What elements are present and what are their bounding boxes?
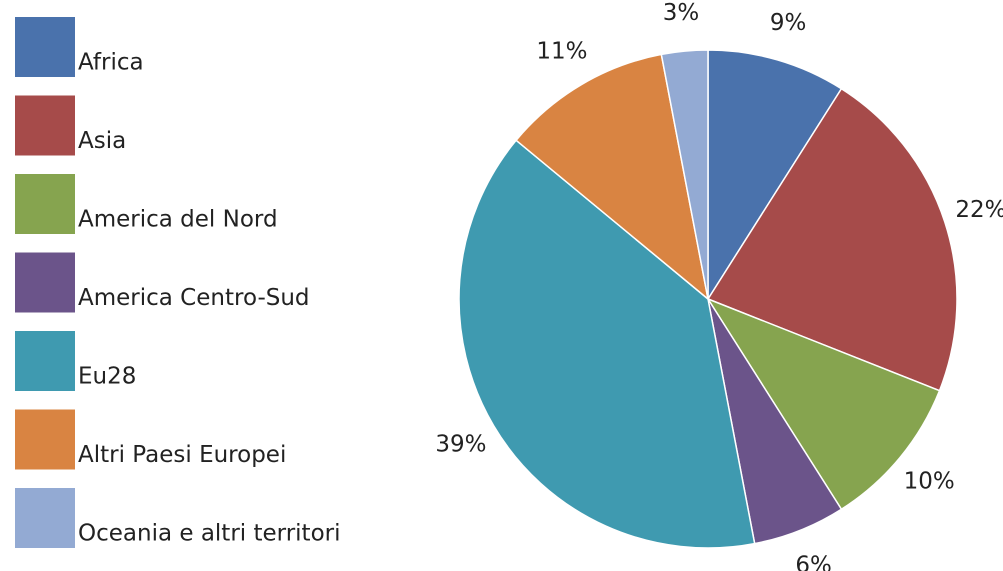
legend-swatch [15,488,75,548]
legend-label: America Centro-Sud [78,285,310,311]
pie-slice [660,49,709,300]
legend-swatch [15,17,75,77]
legend-label: Africa [78,50,144,76]
slice-label: 11% [536,38,587,64]
legend-label: Oceania e altri territori [78,521,341,547]
pie-slice [706,87,958,392]
legend-swatch [15,252,75,313]
pie-slice [515,53,710,301]
slice-label: 22% [955,197,1003,223]
legend-swatch [15,95,75,156]
pie-slice [706,297,941,511]
legend-label: Eu28 [78,364,136,390]
slice-label: 10% [904,468,955,494]
legend-label: Asia [78,128,126,154]
legend-swatch [15,409,75,470]
slice-label: 39% [435,432,486,458]
legend-label: Altri Paesi Europei [78,442,286,468]
pie-slice [458,139,756,549]
legend-label: America del Nord [78,207,278,233]
slice-label: 6% [795,552,832,571]
slice-label: 9% [770,10,807,36]
legend-swatch [15,331,75,391]
pie-slice [707,49,843,302]
legend-swatch [15,174,75,234]
slice-label: 3% [663,0,700,26]
